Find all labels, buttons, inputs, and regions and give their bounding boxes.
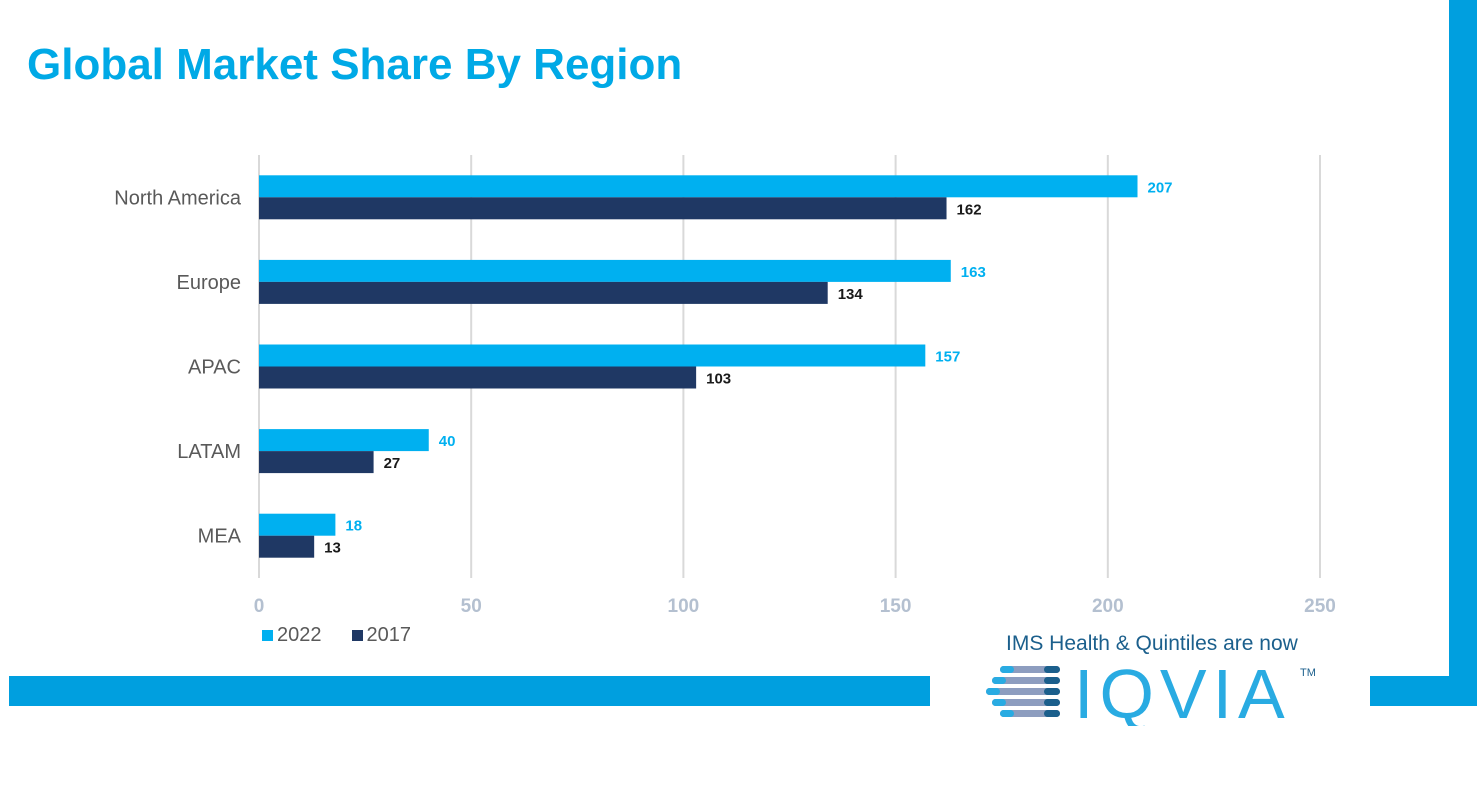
logo-lines-icon <box>986 666 1060 717</box>
right-accent-bar <box>1449 0 1477 706</box>
data-label: 207 <box>1148 179 1173 196</box>
y-category-label: MEA <box>198 526 242 548</box>
legend-label: 2017 <box>366 624 412 646</box>
chart-title: Global Market Share By Region <box>27 40 683 89</box>
data-label: 103 <box>706 371 731 388</box>
legend-swatch <box>262 630 273 641</box>
bar-2022 <box>259 175 1138 198</box>
logo-text: IQVIA <box>1074 660 1291 726</box>
data-label: 27 <box>384 455 401 472</box>
bottom-accent-bar <box>9 676 930 706</box>
legend-item-2017: 2017 <box>351 624 412 647</box>
y-category-label: APAC <box>188 357 241 379</box>
data-label: 157 <box>935 349 960 366</box>
y-category-label: LATAM <box>177 441 241 463</box>
data-label: 40 <box>439 433 456 450</box>
data-label: 134 <box>838 286 864 303</box>
bar-2022 <box>259 344 926 367</box>
data-label: 18 <box>345 518 362 535</box>
tagline: IMS Health & Quintiles are now <box>1006 632 1298 655</box>
data-label: 13 <box>324 540 341 557</box>
x-tick-label: 100 <box>668 596 700 617</box>
iqvia-logo: IQVIA TM <box>986 660 1316 726</box>
legend-label: 2022 <box>277 624 322 646</box>
y-category-label: North America <box>114 187 242 209</box>
data-label: 163 <box>961 264 986 281</box>
data-label: 162 <box>957 201 982 218</box>
legend: 2022 2017 <box>262 624 411 647</box>
y-category-label: Europe <box>177 272 242 294</box>
bar-2017 <box>259 197 947 220</box>
corner-accent-bar <box>1370 676 1450 706</box>
bar-2022 <box>259 513 336 536</box>
x-tick-label: 200 <box>1092 596 1124 617</box>
bar-2017 <box>259 451 374 474</box>
bar-chart: 0 50 100 150 200 250 North America 207 162 Europe… <box>114 155 1336 617</box>
bar-2017 <box>259 366 697 389</box>
trademark: TM <box>1300 667 1316 679</box>
x-tick-label: 150 <box>880 596 912 617</box>
x-tick-label: 0 <box>254 596 265 617</box>
bar-2022 <box>259 259 951 282</box>
bar-2017 <box>259 535 315 558</box>
legend-item-2022: 2022 <box>262 624 322 647</box>
legend-swatch <box>351 630 363 641</box>
bar-2017 <box>259 281 828 304</box>
bar-2022 <box>259 429 429 452</box>
x-tick-label: 250 <box>1304 596 1336 617</box>
x-tick-label: 50 <box>461 596 482 617</box>
